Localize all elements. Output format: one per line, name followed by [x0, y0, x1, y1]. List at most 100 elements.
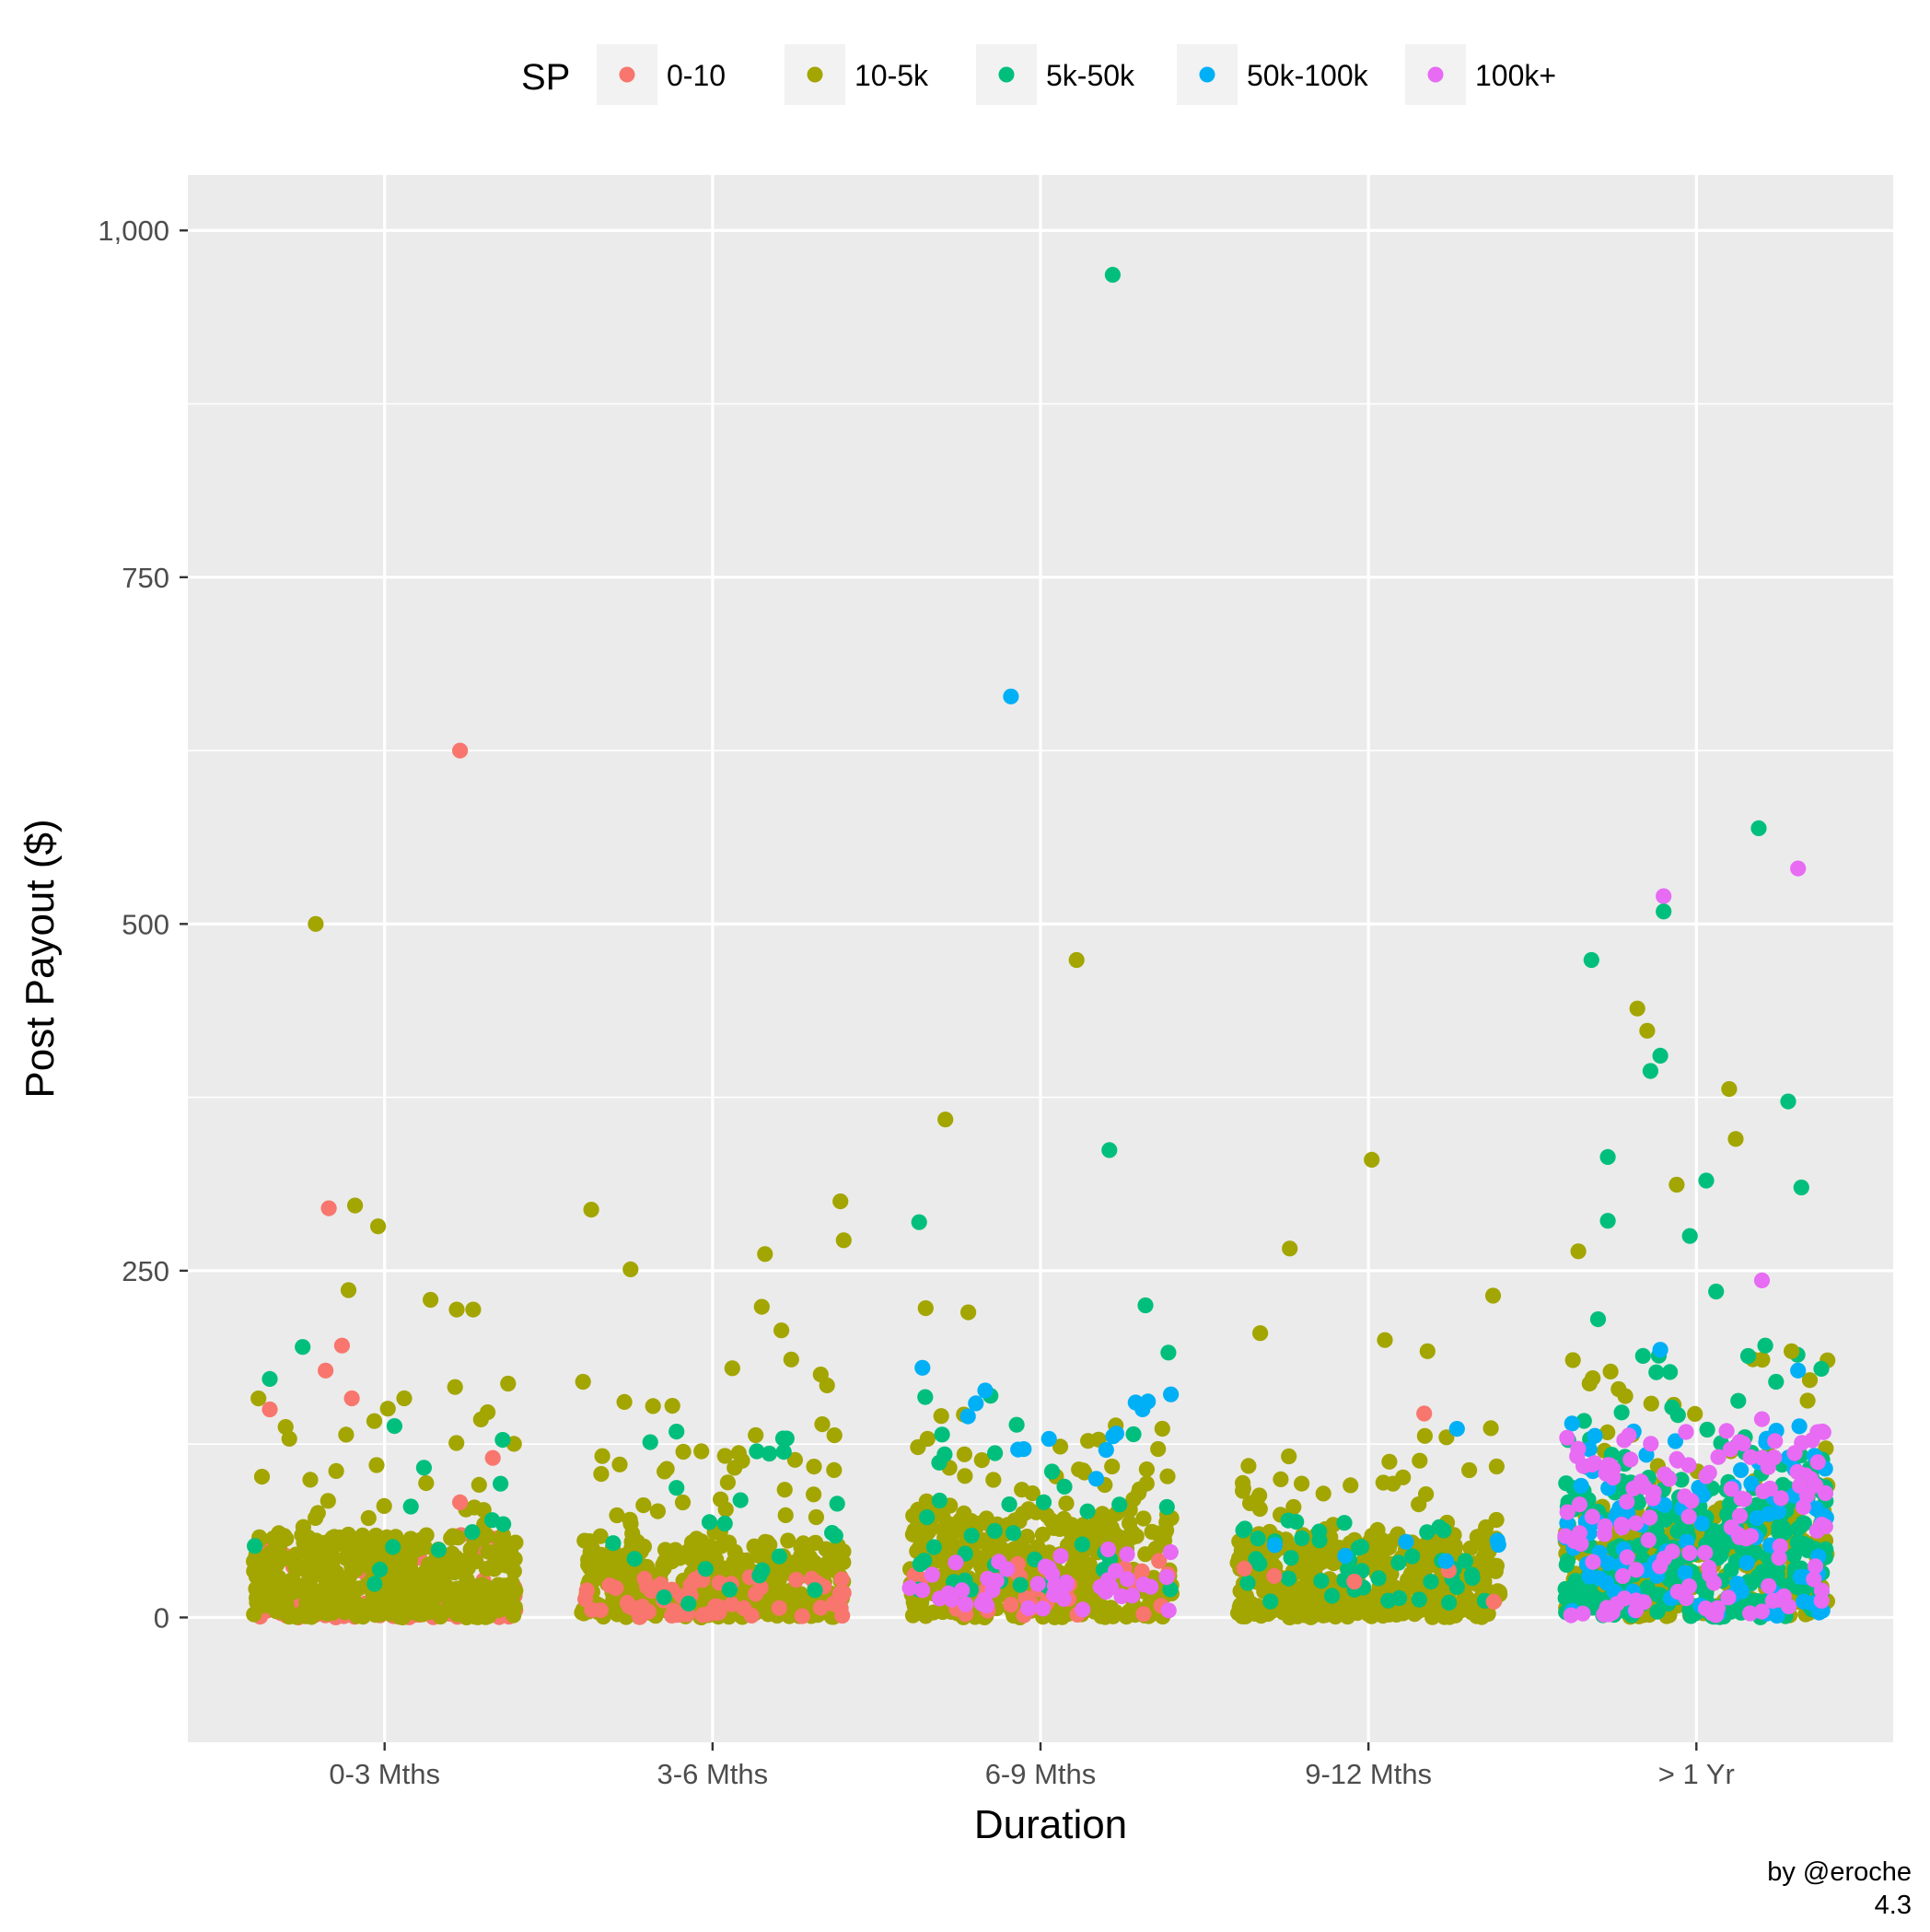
data-point-5k-50k [1642, 1063, 1658, 1079]
caption-version: 4.3 [1875, 1891, 1912, 1920]
data-point-10-5k [783, 1351, 799, 1368]
legend-label: 100k+ [1475, 59, 1556, 92]
data-point-10-5k [748, 1426, 764, 1444]
data-point-50k-100k [1693, 1515, 1710, 1531]
data-point-10-5k [1094, 1599, 1110, 1615]
data-point-5k-50k [1785, 1547, 1802, 1564]
data-point-5k-50k [1419, 1524, 1436, 1541]
data-point-10-5k [339, 1583, 356, 1600]
data-point-5k-50k [1698, 1172, 1715, 1189]
data-point-10-5k [906, 1523, 923, 1540]
data-point-10-5k [1251, 1487, 1268, 1504]
data-point-0-10 [343, 1390, 360, 1407]
data-point-0-10 [687, 1571, 703, 1588]
data-point-10-5k [295, 1519, 311, 1535]
data-point-100k+ [1563, 1607, 1579, 1624]
data-point-10-5k [1158, 1522, 1175, 1539]
data-point-100k+ [1628, 1562, 1645, 1578]
data-point-5k-50k [1652, 1047, 1668, 1064]
data-point-10-5k [1094, 1506, 1110, 1522]
data-point-5k-50k [1074, 1536, 1090, 1553]
data-point-5k-50k [1423, 1574, 1439, 1590]
data-point-5k-50k [1111, 1496, 1128, 1513]
data-point-0-10 [736, 1600, 752, 1616]
data-point-0-10 [723, 1596, 740, 1612]
data-point-5k-50k [1125, 1426, 1142, 1443]
data-point-10-5k [448, 1606, 465, 1623]
data-point-5k-50k [464, 1524, 481, 1541]
data-point-5k-50k [1780, 1093, 1796, 1110]
data-point-10-5k [1343, 1477, 1359, 1494]
data-point-5k-50k [761, 1445, 778, 1462]
data-point-0-10 [262, 1401, 278, 1418]
data-point-10-5k [1455, 1594, 1471, 1611]
data-point-10-5k [1610, 1380, 1627, 1398]
data-point-5k-50k [1311, 1532, 1328, 1549]
data-point-10-5k [826, 1427, 843, 1444]
data-point-5k-50k [1599, 1148, 1616, 1165]
data-point-10-5k [423, 1291, 439, 1309]
data-point-10-5k [717, 1501, 734, 1518]
data-point-10-5k [1068, 951, 1085, 969]
data-point-5k-50k [807, 1582, 823, 1599]
data-point-10-5k [432, 1581, 448, 1598]
data-point-10-5k [271, 1525, 287, 1542]
data-point-0-10 [812, 1600, 829, 1616]
data-point-50k-100k [1105, 1428, 1122, 1445]
data-point-10-5k [347, 1197, 364, 1214]
data-point-10-5k [309, 1505, 326, 1521]
data-point-100k+ [901, 1579, 918, 1596]
data-point-0-10 [619, 1594, 636, 1611]
data-point-5k-50k [1104, 266, 1121, 283]
data-point-5k-50k [936, 1446, 953, 1462]
data-point-50k-100k [1003, 688, 1019, 704]
data-point-50k-100k [1041, 1430, 1057, 1448]
data-point-10-5k [409, 1576, 425, 1592]
data-point-100k+ [1761, 1577, 1777, 1594]
y-tick-label: 250 [122, 1255, 169, 1287]
data-point-10-5k [1251, 1500, 1268, 1518]
data-point-50k-100k [1599, 1554, 1616, 1571]
data-point-5k-50k [1599, 1213, 1616, 1229]
data-point-5k-50k [1353, 1539, 1370, 1555]
data-point-100k+ [1742, 1449, 1759, 1465]
data-point-10-5k [250, 1391, 267, 1407]
data-point-100k+ [1680, 1457, 1697, 1473]
data-point-10-5k [1252, 1325, 1269, 1342]
data-point-5k-50k [1336, 1515, 1353, 1531]
data-point-10-5k [1052, 1438, 1069, 1455]
data-point-5k-50k [1813, 1360, 1830, 1377]
data-point-50k-100k [968, 1395, 984, 1412]
data-point-5k-50k [372, 1561, 389, 1577]
data-point-5k-50k [824, 1525, 841, 1542]
data-point-10-5k [1150, 1440, 1167, 1458]
data-point-5k-50k [1789, 1520, 1807, 1537]
data-point-10-5k [985, 1472, 1002, 1488]
data-point-5k-50k [1634, 1347, 1651, 1364]
data-point-5k-50k [732, 1492, 749, 1508]
data-point-100k+ [1781, 1598, 1797, 1614]
data-point-100k+ [914, 1582, 931, 1599]
y-axis: 0 250 500 750 1,000 [98, 215, 188, 1634]
data-point-10-5k [645, 1398, 661, 1414]
data-point-10-5k [1307, 1603, 1323, 1620]
data-point-5k-50k [1411, 1591, 1427, 1608]
data-point-0-10 [835, 1585, 852, 1601]
legend-label: 10-5k [855, 59, 929, 92]
data-point-5k-50k [934, 1426, 950, 1443]
data-point-0-10 [832, 1600, 849, 1616]
legend-key-0-10 [619, 66, 635, 83]
data-point-10-5k [611, 1456, 628, 1472]
data-point-5k-50k [605, 1535, 622, 1552]
data-point-10-5k [379, 1401, 396, 1417]
data-point-10-5k [396, 1390, 413, 1407]
data-point-50k-100k [1796, 1593, 1812, 1610]
data-point-0-10 [1135, 1606, 1152, 1623]
data-point-10-5k [472, 1411, 489, 1427]
data-point-5k-50k [680, 1595, 697, 1612]
data-point-10-5k [1381, 1453, 1398, 1470]
data-point-10-5k [674, 1494, 692, 1511]
data-point-5k-50k [669, 1424, 685, 1440]
data-point-100k+ [1124, 1588, 1141, 1604]
data-point-50k-100k [1761, 1506, 1777, 1522]
